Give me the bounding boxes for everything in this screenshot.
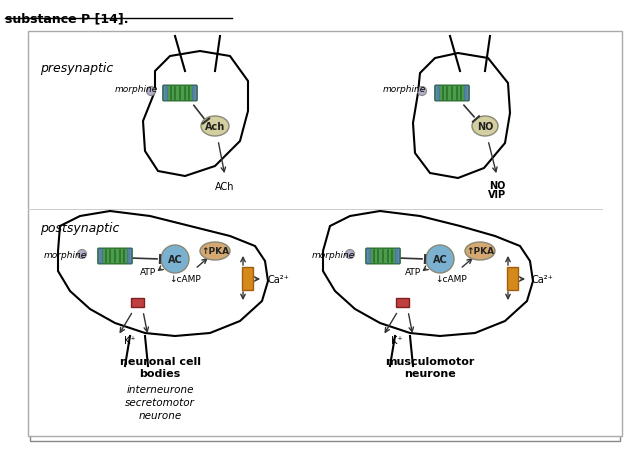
Text: ATP: ATP xyxy=(405,267,421,276)
Text: musculomotor
neurone: musculomotor neurone xyxy=(386,356,475,378)
Text: K⁺: K⁺ xyxy=(124,335,136,345)
Ellipse shape xyxy=(472,117,498,137)
FancyBboxPatch shape xyxy=(127,249,132,264)
Text: neuronal cell
bodies: neuronal cell bodies xyxy=(120,356,201,378)
Text: ATP: ATP xyxy=(140,267,156,276)
Text: morphine: morphine xyxy=(115,84,158,93)
Text: presynaptic: presynaptic xyxy=(40,62,113,75)
Text: ↑PKA: ↑PKA xyxy=(201,247,229,256)
Text: ↑PKA: ↑PKA xyxy=(466,247,494,256)
FancyBboxPatch shape xyxy=(396,299,409,308)
FancyBboxPatch shape xyxy=(163,86,197,101)
Text: morphine: morphine xyxy=(44,250,87,259)
Text: Ca²⁺: Ca²⁺ xyxy=(268,274,290,285)
FancyBboxPatch shape xyxy=(366,249,371,264)
Text: postsynaptic: postsynaptic xyxy=(40,221,119,235)
Text: Ca²⁺: Ca²⁺ xyxy=(532,274,554,285)
FancyBboxPatch shape xyxy=(192,87,197,101)
Circle shape xyxy=(426,245,454,273)
Text: morphine: morphine xyxy=(383,84,426,93)
FancyBboxPatch shape xyxy=(507,268,519,291)
FancyBboxPatch shape xyxy=(132,299,144,308)
Text: substance P [14].: substance P [14]. xyxy=(5,12,129,25)
Text: NO: NO xyxy=(477,122,493,132)
Text: AC: AC xyxy=(167,254,182,264)
Bar xyxy=(28,32,622,436)
Circle shape xyxy=(345,250,354,259)
Text: VIP: VIP xyxy=(488,189,506,199)
FancyBboxPatch shape xyxy=(435,86,469,101)
Circle shape xyxy=(147,87,155,96)
FancyBboxPatch shape xyxy=(98,249,132,264)
FancyBboxPatch shape xyxy=(30,42,620,441)
Text: ACh: ACh xyxy=(215,182,234,192)
FancyBboxPatch shape xyxy=(366,249,400,264)
Ellipse shape xyxy=(465,243,495,260)
FancyBboxPatch shape xyxy=(98,249,103,264)
Text: ↓cAMP: ↓cAMP xyxy=(435,274,467,283)
Text: interneurone
secretomotor
neurone: interneurone secretomotor neurone xyxy=(125,384,195,420)
Circle shape xyxy=(418,87,426,96)
FancyBboxPatch shape xyxy=(243,268,253,291)
Ellipse shape xyxy=(201,117,229,137)
Text: Ach: Ach xyxy=(205,122,225,132)
FancyBboxPatch shape xyxy=(164,87,168,101)
FancyBboxPatch shape xyxy=(395,249,399,264)
FancyBboxPatch shape xyxy=(464,87,468,101)
Text: NO: NO xyxy=(489,180,505,191)
FancyBboxPatch shape xyxy=(435,87,440,101)
Text: AC: AC xyxy=(433,254,448,264)
Ellipse shape xyxy=(200,243,230,260)
Text: K⁺: K⁺ xyxy=(391,335,403,345)
Circle shape xyxy=(161,245,189,273)
Circle shape xyxy=(78,250,87,259)
Text: ↓cAMP: ↓cAMP xyxy=(169,274,201,283)
Text: morphine: morphine xyxy=(312,250,356,259)
